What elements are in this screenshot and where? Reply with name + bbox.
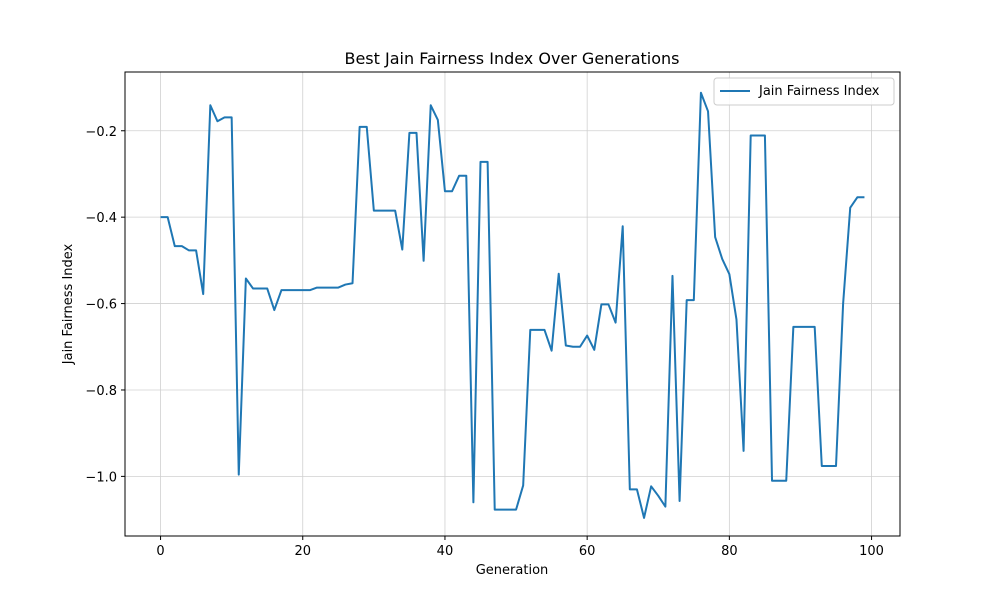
series-lines — [160, 91, 865, 519]
legend: Jain Fairness Index — [713, 77, 895, 106]
series-line-jain-fairness-index — [160, 91, 865, 519]
x-tick-label: 20 — [294, 544, 311, 559]
x-tick-label: 0 — [156, 544, 164, 559]
x-tick-label: 60 — [579, 544, 596, 559]
grid-lines — [125, 72, 900, 536]
chart-title: Best Jain Fairness Index Over Generation… — [344, 49, 679, 68]
legend-label: Jain Fairness Index — [758, 84, 880, 99]
x-axis-label: Generation — [476, 563, 549, 578]
y-tick-label: −1.0 — [85, 470, 117, 485]
axis-ticks: 0 20 40 60 80 100 −1.0 −0.8 −0.6 −0.4 −0.2 — [85, 125, 884, 559]
x-tick-label: 100 — [859, 544, 884, 559]
y-tick-label: −0.4 — [85, 211, 117, 226]
legend-box — [713, 77, 895, 106]
y-axis-label: Jain Fairness Index — [61, 243, 76, 365]
x-tick-label: 80 — [721, 544, 738, 559]
y-tick-label: −0.8 — [85, 384, 117, 399]
x-tick-label: 40 — [437, 544, 454, 559]
y-tick-label: −0.6 — [85, 298, 117, 313]
y-tick-label: −0.2 — [85, 125, 117, 140]
